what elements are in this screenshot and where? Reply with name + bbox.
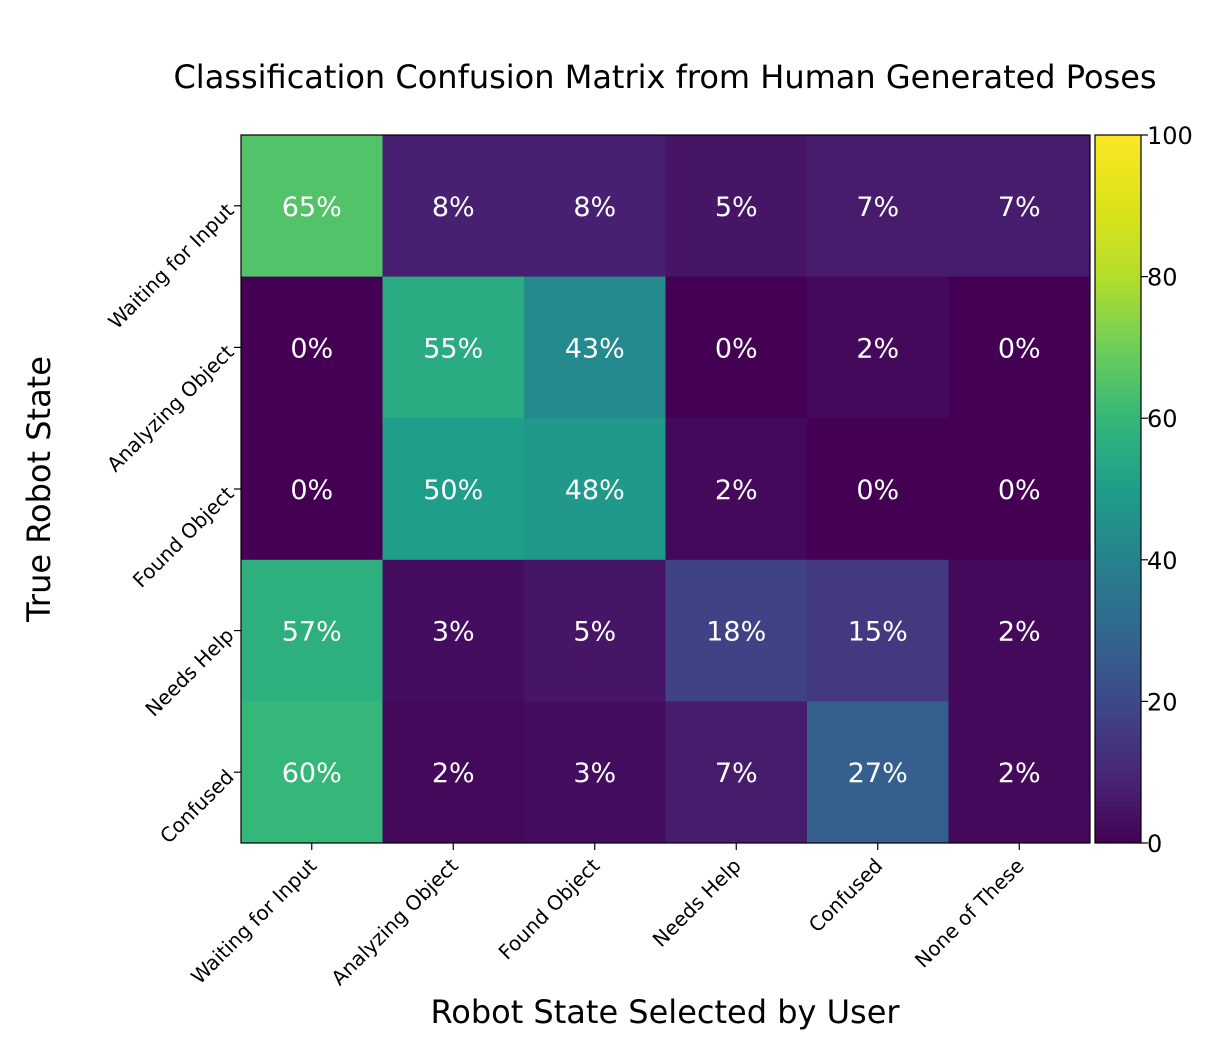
chart-title: Classification Confusion Matrix from Hum… [173, 58, 1156, 96]
heatmap-cells [241, 135, 1091, 844]
heatmap-cell [807, 559, 949, 702]
x-axis-ticks: Waiting for Input Analyzing Object Found O… [186, 843, 1029, 990]
heatmap-cell [524, 559, 666, 702]
heatmap-cell [948, 559, 1091, 702]
heatmap-cell [948, 135, 1091, 278]
x-tick-label: Found Object [494, 853, 605, 964]
colorbar-tick-label: 0 [1147, 830, 1162, 858]
y-tick-label: Confused [155, 765, 238, 848]
cell-value-label: 2% [998, 758, 1041, 789]
y-axis-label: True Robot State [20, 356, 58, 623]
x-tick-label: None of These [910, 854, 1029, 973]
cell-value-label: 0% [998, 333, 1041, 364]
cell-value-label: 0% [998, 475, 1041, 506]
colorbar-ticks: 0 20 40 60 80 100 [1141, 122, 1193, 858]
cell-value-label: 7% [998, 192, 1041, 223]
heatmap-cell [241, 559, 383, 702]
heatmap-cell [665, 701, 808, 844]
heatmap-cell [382, 559, 525, 702]
heatmap-cell [807, 276, 949, 419]
x-tick-label: Waiting for Input [186, 853, 321, 988]
cell-value-label: 8% [573, 192, 616, 223]
cell-value-label: 43% [565, 333, 625, 364]
heatmap-cell [665, 418, 808, 561]
heatmap-cell [382, 701, 525, 844]
y-tick-label: Analyzing Object [102, 340, 239, 477]
colorbar-tick-label: 100 [1147, 122, 1193, 150]
y-tick-label: Waiting for Input [103, 198, 238, 333]
y-tick-label: Needs Help [141, 623, 239, 721]
heatmap-cell-labels: 65% 8% 8% 5% 7% 7% 0% 55% 43% 0% 2% 0% 0% 50% 48% 2% 0% 0… [282, 192, 1041, 789]
heatmap-cell [665, 135, 808, 278]
heatmap-cell [524, 418, 666, 561]
heatmap-cell [948, 701, 1091, 844]
x-tick-label: Confused [804, 854, 887, 937]
cell-value-label: 0% [856, 475, 899, 506]
colorbar [1094, 134, 1142, 844]
cell-value-label: 65% [282, 192, 342, 223]
cell-value-label: 0% [290, 333, 333, 364]
heatmap-cell [382, 135, 525, 278]
heatmap-cell [807, 701, 949, 844]
heatmap-cell [241, 701, 383, 844]
cell-value-label: 5% [573, 617, 616, 648]
cell-value-label: 7% [856, 192, 899, 223]
heatmap-cell [241, 135, 383, 278]
cell-value-label: 3% [573, 758, 616, 789]
cell-value-label: 2% [856, 333, 899, 364]
heatmap-cell [382, 418, 525, 561]
heatmap-cell [241, 276, 383, 419]
heatmap-cell [665, 559, 808, 702]
x-tick-label: Needs Help [648, 854, 746, 952]
cell-value-label: 15% [848, 617, 908, 648]
cell-value-label: 5% [715, 192, 758, 223]
cell-value-label: 48% [565, 475, 625, 506]
y-tick-label: Found Object [128, 481, 239, 592]
heatmap-cell [807, 135, 949, 278]
heatmap-cell [948, 276, 1091, 419]
cell-value-label: 18% [706, 617, 766, 648]
heatmap-cell [807, 418, 949, 561]
heatmap-cell [948, 418, 1091, 561]
heatmap-cell [382, 276, 525, 419]
colorbar-tick-label: 40 [1147, 547, 1178, 575]
cell-value-label: 2% [432, 758, 475, 789]
heatmap-cell [524, 701, 666, 844]
colorbar-tick-label: 80 [1147, 264, 1178, 292]
colorbar-tick-label: 20 [1147, 688, 1178, 716]
colorbar-tick-label: 60 [1147, 405, 1178, 433]
cell-value-label: 3% [432, 617, 475, 648]
heatmap-cell [241, 418, 383, 561]
x-tick-label: Analyzing Object [326, 853, 463, 990]
heatmap-cell [524, 135, 666, 278]
cell-value-label: 0% [290, 475, 333, 506]
cell-value-label: 0% [715, 333, 758, 364]
cell-value-label: 2% [715, 475, 758, 506]
cell-value-label: 60% [282, 758, 342, 789]
heatmap-cell [665, 276, 808, 419]
cell-value-label: 2% [998, 617, 1041, 648]
x-axis-label: Robot State Selected by User [430, 993, 900, 1031]
cell-value-label: 50% [423, 475, 483, 506]
cell-value-label: 7% [715, 758, 758, 789]
cell-value-label: 55% [423, 333, 483, 364]
cell-value-label: 8% [432, 192, 475, 223]
cell-value-label: 27% [848, 758, 908, 789]
heatmap-cell [524, 276, 666, 419]
cell-value-label: 57% [282, 617, 342, 648]
